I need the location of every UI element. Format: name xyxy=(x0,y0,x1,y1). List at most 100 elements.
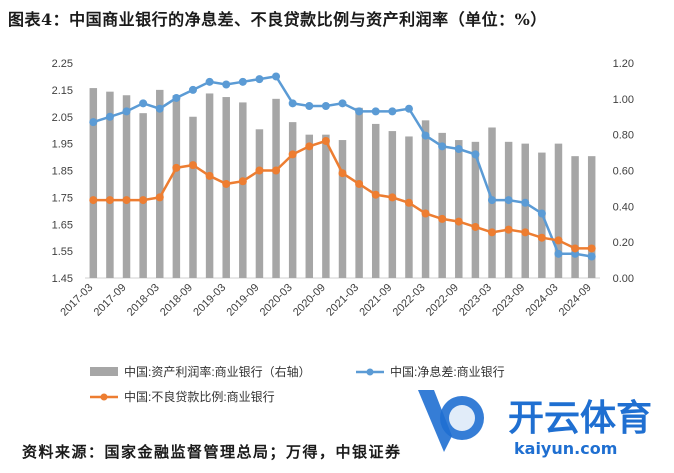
x-tick-label: 2022-09 xyxy=(424,282,461,319)
nim-point xyxy=(238,77,247,86)
roa-bar xyxy=(455,140,463,278)
npl-point xyxy=(205,171,214,180)
nim-point xyxy=(504,196,513,205)
npl-point xyxy=(355,179,364,188)
x-tick-label: 2022-03 xyxy=(391,282,428,319)
nim-point xyxy=(587,252,596,261)
roa-bar xyxy=(272,98,280,278)
npl-point xyxy=(371,190,380,199)
x-tick-labels: 2017-032017-092018-032018-092019-032019-… xyxy=(58,282,593,319)
nim-point xyxy=(338,99,347,108)
nim-point xyxy=(438,142,447,151)
y-right-tick-label: 0.40 xyxy=(613,201,634,213)
y-left-tick-label: 1.55 xyxy=(52,246,73,258)
legend-label-nim: 中国:净息差:商业银行 xyxy=(390,364,505,379)
x-tick-label: 2020-09 xyxy=(291,282,328,319)
nim-point xyxy=(537,209,546,218)
legend-marker-npl xyxy=(100,393,108,401)
roa-bar xyxy=(305,134,314,278)
nim-point xyxy=(139,99,148,108)
npl-point xyxy=(272,166,281,175)
watermark: 开云体育 kaiyun.com xyxy=(400,378,670,468)
roa-bar xyxy=(239,102,247,279)
roa-bar xyxy=(421,120,430,278)
y-right-tick-label: 0.20 xyxy=(613,237,634,249)
npl-point xyxy=(454,217,463,226)
roa-bar xyxy=(122,95,131,278)
npl-point xyxy=(188,161,197,170)
npl-point xyxy=(288,150,297,159)
legend-swatch-bar xyxy=(90,367,118,376)
legend-marker-nim xyxy=(366,368,374,376)
npl-point xyxy=(305,142,314,151)
npl-point xyxy=(255,166,264,175)
y-left-tick-label: 2.05 xyxy=(52,112,73,124)
x-tick-label: 2023-03 xyxy=(457,282,494,319)
x-tick-label: 2023-09 xyxy=(490,282,527,319)
npl-point xyxy=(404,198,413,207)
x-tick-label: 2024-03 xyxy=(524,282,561,319)
y-left-tick-label: 1.95 xyxy=(52,139,73,151)
x-tick-label: 2018-09 xyxy=(158,282,195,319)
npl-point xyxy=(238,177,247,186)
npl-point xyxy=(122,196,131,205)
roa-bar xyxy=(355,107,363,279)
roa-bar xyxy=(504,141,513,278)
y-right-tick-label: 1.00 xyxy=(613,94,634,106)
npl-point xyxy=(105,196,114,205)
y-left-tick-label: 2.15 xyxy=(52,85,73,97)
roa-bar xyxy=(338,140,347,278)
roa-bar xyxy=(172,95,181,278)
roa-bar xyxy=(471,141,480,278)
roa-bar xyxy=(139,113,147,279)
nim-point xyxy=(321,102,330,110)
legend: 中国:资产利润率:商业银行（右轴） 中国:净息差:商业银行 中国:不良贷款比例:… xyxy=(90,364,505,404)
npl-point xyxy=(139,196,148,205)
nim-point xyxy=(488,196,497,205)
npl-point xyxy=(537,233,546,242)
npl-point xyxy=(488,228,497,237)
y-right-tick-label: 0.00 xyxy=(613,273,634,285)
npl-point xyxy=(89,196,98,205)
nim-point xyxy=(421,131,430,140)
roa-bar xyxy=(288,122,297,278)
x-tick-label: 2018-03 xyxy=(125,282,162,319)
nim-point xyxy=(188,85,197,94)
roa-bar xyxy=(554,143,563,278)
nim-point xyxy=(155,104,164,113)
npl-point xyxy=(471,222,480,231)
y-left-tick-label: 1.45 xyxy=(52,273,73,285)
roa-bar xyxy=(255,129,264,278)
nim-point xyxy=(454,145,463,153)
nim-point xyxy=(371,107,380,116)
npl-point xyxy=(155,193,164,202)
x-tick-label: 2021-03 xyxy=(324,282,361,319)
watermark-sub-text: kaiyun.com xyxy=(514,439,617,458)
roa-bar xyxy=(571,156,579,278)
npl-point xyxy=(172,163,181,172)
roa-bar xyxy=(89,88,98,278)
left-axis: 1.45 1.55 1.65 1.75 1.85 1.95 2.05 2.15 2.25 xyxy=(52,58,73,285)
nim-point xyxy=(388,107,397,116)
roa-bar xyxy=(322,134,330,278)
npl-point xyxy=(571,244,580,253)
nim-point xyxy=(404,104,413,113)
right-axis: 0.00 0.20 0.40 0.60 0.80 1.00 1.20 xyxy=(613,58,634,285)
nim-point xyxy=(172,93,181,102)
nim-point xyxy=(521,198,530,207)
npl-point xyxy=(338,169,347,178)
nim-point xyxy=(272,72,281,81)
chart-title: 图表4：中国商业银行的净息差、不良贷款比例与资产利润率（单位：%） xyxy=(8,10,547,29)
roa-bar xyxy=(205,93,214,278)
npl-point xyxy=(222,179,231,188)
x-tick-label: 2024-09 xyxy=(557,282,594,319)
nim-point xyxy=(122,107,131,116)
nim-point xyxy=(288,99,297,108)
roa-bar xyxy=(388,131,397,278)
x-tick-label: 2017-03 xyxy=(58,282,95,319)
npl-point xyxy=(321,136,330,145)
nim-point xyxy=(355,107,364,116)
roa-bar xyxy=(438,132,446,278)
watermark-main-text: 开云体育 xyxy=(508,398,652,439)
